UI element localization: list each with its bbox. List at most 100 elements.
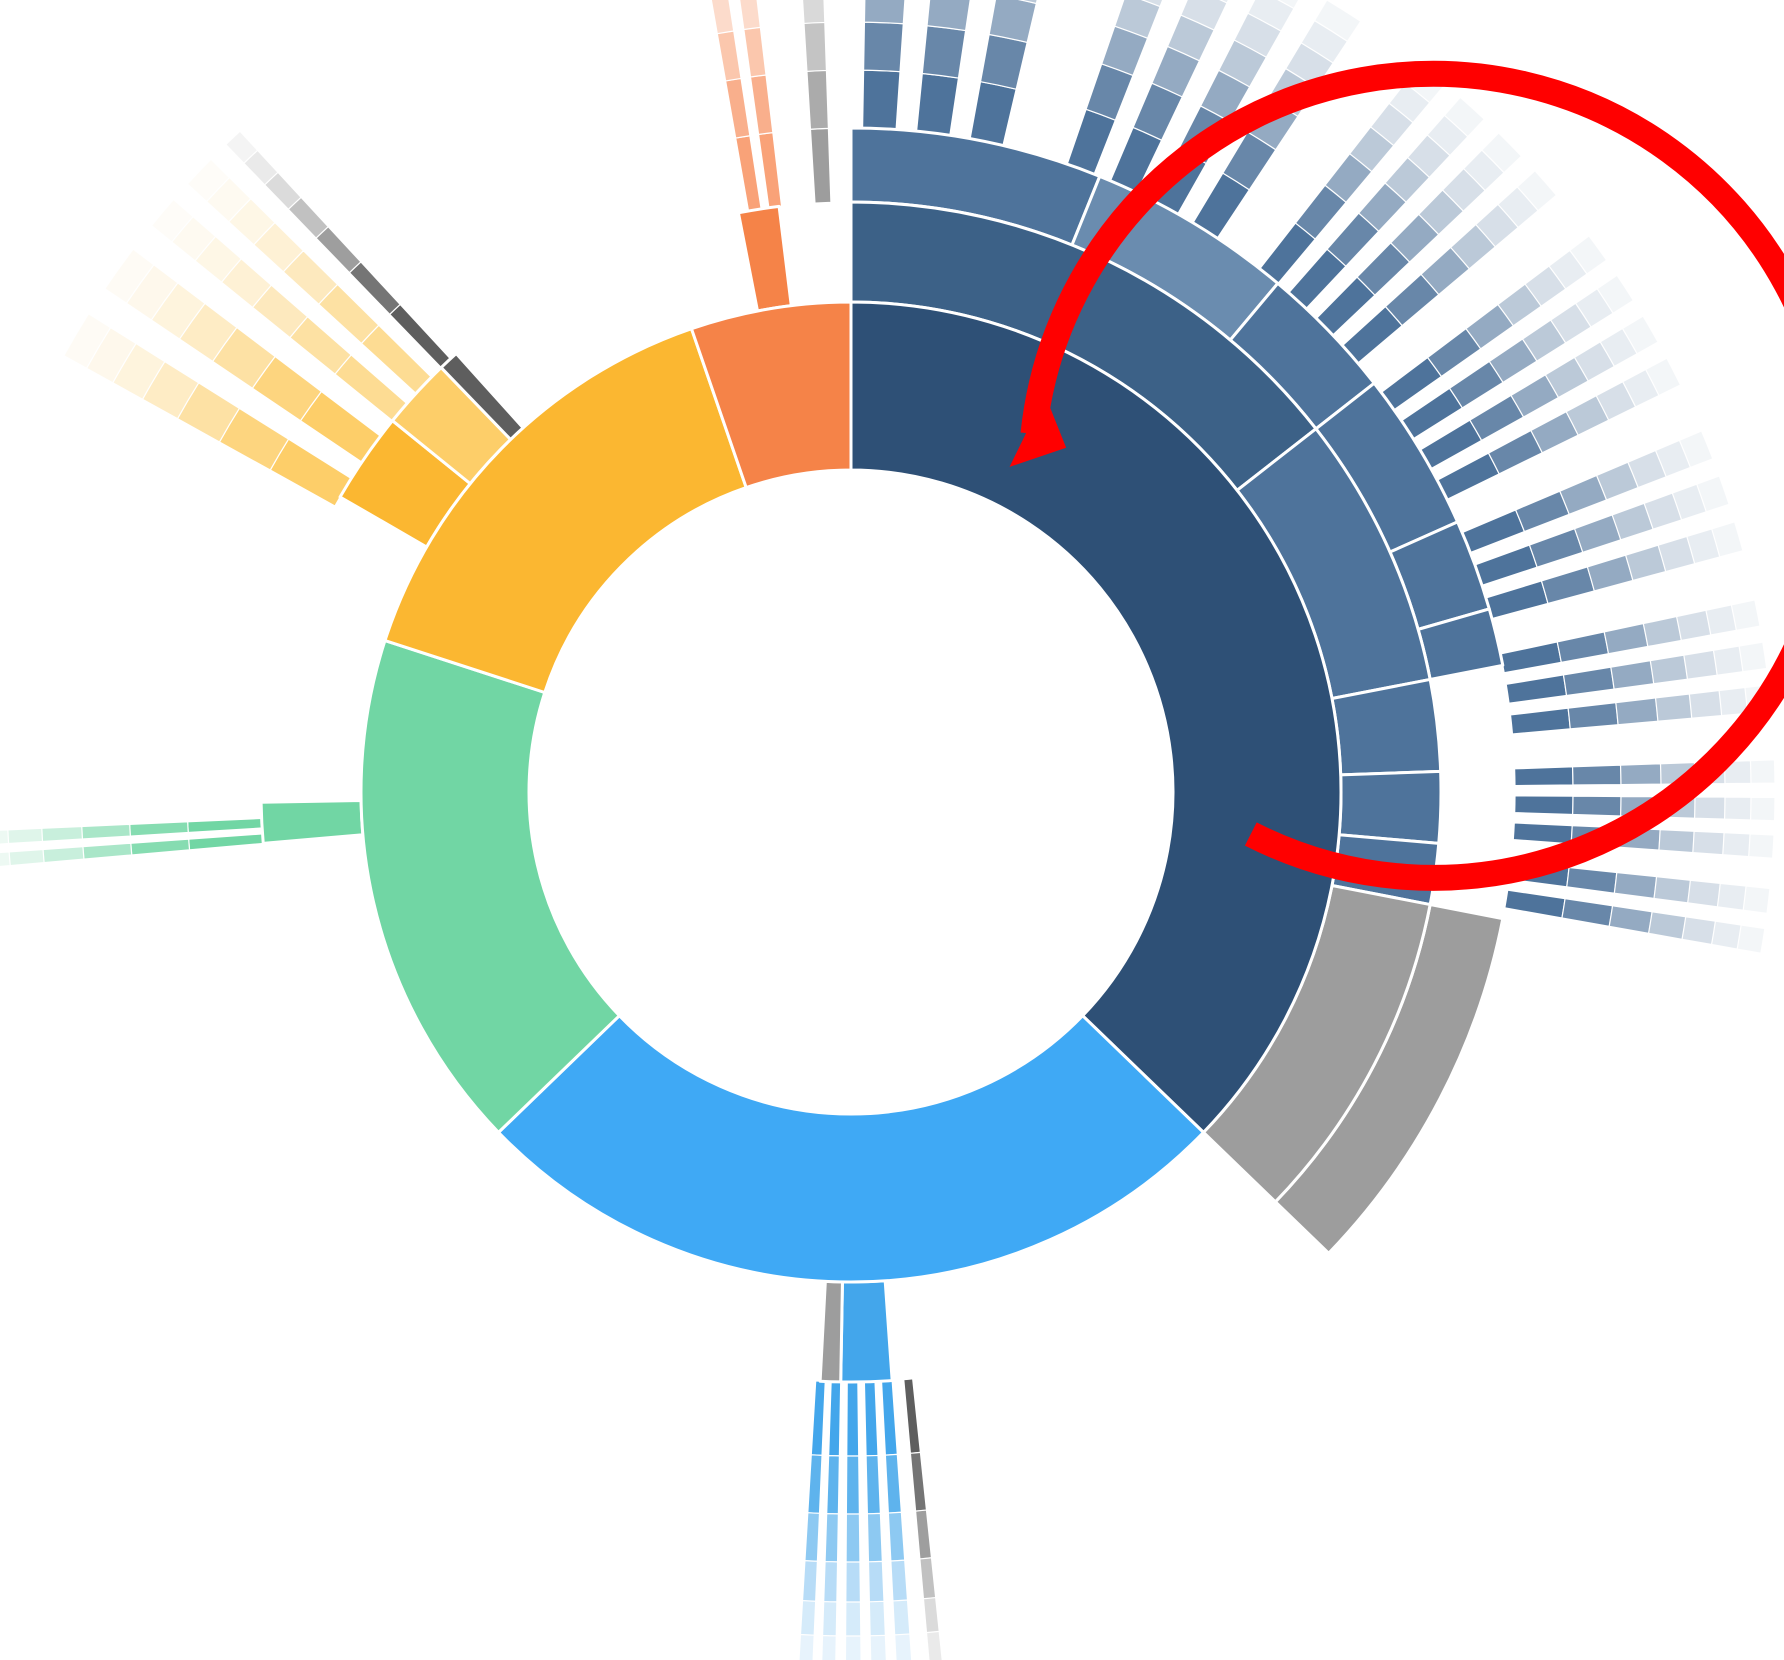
sunburst-spike-r6[interactable] bbox=[8, 848, 45, 867]
sunburst-spike-r5[interactable] bbox=[988, 0, 1038, 44]
sunburst-spike-r2[interactable] bbox=[880, 1379, 898, 1456]
sunburst-spike-r2[interactable] bbox=[735, 135, 762, 212]
sunburst-segment-lb-gray[interactable] bbox=[818, 1279, 844, 1384]
sunburst-spike-r4[interactable] bbox=[914, 1509, 933, 1560]
sunburst-spike-r8[interactable] bbox=[1705, 604, 1738, 636]
sunburst-spike-r4[interactable] bbox=[1528, 527, 1584, 568]
sunburst-spike-r7[interactable] bbox=[1681, 916, 1717, 946]
sunburst-spike-r5[interactable] bbox=[287, 196, 330, 239]
sunburst-spike-r4[interactable] bbox=[1567, 701, 1619, 730]
sunburst-spike-r5[interactable] bbox=[823, 1560, 839, 1603]
sunburst-segment-dark-blue-branch[interactable] bbox=[849, 300, 1343, 1134]
sunburst-spike-r2[interactable] bbox=[188, 833, 264, 851]
sunburst-spike-r7[interactable] bbox=[1693, 796, 1726, 820]
sunburst-spike-r4[interactable] bbox=[824, 1512, 840, 1563]
sunburst-spike-r6[interactable] bbox=[1611, 502, 1654, 541]
sunburst-spike-r8[interactable] bbox=[1723, 796, 1752, 821]
sunburst-spike-r6[interactable] bbox=[1166, 14, 1215, 62]
sunburst-spike-r6[interactable] bbox=[868, 1600, 886, 1637]
sunburst-spike-r7[interactable] bbox=[1692, 830, 1725, 856]
sunburst-spike-r7[interactable] bbox=[0, 829, 10, 846]
sunburst-spike-r4[interactable] bbox=[81, 823, 131, 840]
sunburst-spike-r7[interactable] bbox=[1627, 449, 1667, 489]
sunburst-spike-r3[interactable] bbox=[1499, 641, 1562, 674]
sunburst-spike-r7[interactable] bbox=[844, 1635, 862, 1660]
sunburst-spike-r4[interactable] bbox=[866, 1512, 883, 1563]
sunburst-spike-r5[interactable] bbox=[863, 0, 906, 25]
sunburst-spike-r8[interactable] bbox=[1621, 368, 1660, 408]
sunburst-spike-r5[interactable] bbox=[710, 0, 735, 35]
sunburst-spike-r5[interactable] bbox=[926, 0, 972, 32]
sunburst-spike-r5[interactable] bbox=[1324, 152, 1373, 204]
sunburst-spike-r4[interactable] bbox=[1556, 631, 1610, 664]
sunburst-spike-r6[interactable] bbox=[1521, 319, 1567, 362]
sunburst-spike-r6[interactable] bbox=[1658, 829, 1695, 854]
sunburst-spike-r8[interactable] bbox=[1462, 149, 1505, 192]
sunburst-spike-r5[interactable] bbox=[1610, 659, 1655, 690]
sunburst-spike-r9[interactable] bbox=[1742, 885, 1771, 915]
sunburst-spike-r7[interactable] bbox=[1406, 134, 1451, 179]
sunburst-spike-r7[interactable] bbox=[894, 1633, 913, 1660]
sunburst-spike-r3[interactable] bbox=[1509, 707, 1571, 735]
sunburst-spike-r7[interactable] bbox=[1126, 0, 1171, 8]
sunburst-spike-r7[interactable] bbox=[0, 851, 11, 868]
sunburst-spike-r3[interactable] bbox=[129, 821, 189, 837]
sunburst-spike-r9[interactable] bbox=[1443, 96, 1486, 138]
sunburst-spike-r7[interactable] bbox=[798, 1633, 815, 1660]
sunburst-spike-r5[interactable] bbox=[1389, 213, 1440, 263]
sunburst-spike-r4[interactable] bbox=[862, 21, 904, 73]
sunburst-spike-r6[interactable] bbox=[922, 1596, 940, 1634]
sunburst-spike-r3[interactable] bbox=[1514, 795, 1574, 816]
sunburst-spike-r6[interactable] bbox=[1497, 283, 1543, 327]
sunburst-spike-r8[interactable] bbox=[63, 312, 112, 370]
sunburst-spike-r4[interactable] bbox=[176, 381, 241, 443]
sunburst-spike-r9[interactable] bbox=[1738, 641, 1768, 673]
sunburst-spike-r5[interactable] bbox=[1465, 303, 1515, 350]
sunburst-segment-gr-a[interactable] bbox=[259, 799, 365, 845]
sunburst-spike-r2[interactable] bbox=[863, 1380, 879, 1457]
sunburst-spike-r6[interactable] bbox=[821, 1600, 838, 1637]
sunburst-spike-r5[interactable] bbox=[801, 1559, 819, 1602]
sunburst-spike-r6[interactable] bbox=[1544, 356, 1589, 399]
sunburst-spike-r6[interactable] bbox=[1417, 189, 1465, 236]
sunburst-spike-r6[interactable] bbox=[194, 235, 243, 284]
sunburst-spike-r4[interactable] bbox=[716, 30, 742, 82]
sunburst-spike-r5[interactable] bbox=[1510, 373, 1560, 418]
sunburst-spike-r7[interactable] bbox=[1474, 203, 1520, 248]
sunburst-spike-r4[interactable] bbox=[1572, 795, 1622, 817]
sunburst-spike-r6[interactable] bbox=[996, 0, 1044, 5]
sunburst-spike-r8[interactable] bbox=[104, 248, 155, 305]
sunburst-spike-r6[interactable] bbox=[1217, 39, 1268, 88]
sunburst-spike-r9[interactable] bbox=[1480, 132, 1523, 174]
sunburst-spike-r7[interactable] bbox=[1683, 649, 1718, 680]
sunburst-spike-r4[interactable] bbox=[887, 1511, 906, 1562]
sunburst-segment-or-a[interactable] bbox=[736, 204, 793, 313]
sunburst-spike-r7[interactable] bbox=[1687, 879, 1721, 908]
sunburst-spike-r5[interactable] bbox=[1615, 697, 1659, 726]
sunburst-spike-r4[interactable] bbox=[1566, 866, 1618, 894]
sunburst-spike-r9[interactable] bbox=[1596, 274, 1635, 315]
sunburst-spike-r2[interactable] bbox=[810, 1380, 826, 1456]
sunburst-spike-r5[interactable] bbox=[867, 1560, 885, 1603]
sunburst-spike-r9[interactable] bbox=[1748, 833, 1775, 859]
sunburst-spike-r5[interactable] bbox=[1586, 554, 1634, 592]
sunburst-spike-r3[interactable] bbox=[909, 1451, 928, 1512]
sunburst-spike-r5[interactable] bbox=[845, 1561, 862, 1603]
sunburst-spike-r9[interactable] bbox=[1644, 357, 1682, 397]
sunburst-segment-light-blue-branch[interactable] bbox=[497, 1014, 1205, 1284]
sunburst-spike-r8[interactable] bbox=[1426, 114, 1469, 157]
sunburst-spike-r3[interactable] bbox=[884, 1453, 903, 1514]
sunburst-spike-r8[interactable] bbox=[1192, 0, 1238, 4]
sunburst-spike-r2[interactable] bbox=[187, 817, 263, 834]
sunburst-spike-r4[interactable] bbox=[282, 249, 339, 306]
sunburst-segment-orange-branch[interactable] bbox=[689, 300, 853, 490]
sunburst-spike-r5[interactable] bbox=[1151, 45, 1201, 98]
sunburst-spike-r6[interactable] bbox=[1642, 615, 1682, 648]
sunburst-spike-r7[interactable] bbox=[1179, 0, 1228, 31]
sunburst-spike-r6[interactable] bbox=[263, 171, 302, 211]
sunburst-spike-r3[interactable] bbox=[865, 1454, 882, 1515]
sunburst-spike-r7[interactable] bbox=[1573, 341, 1616, 382]
sunburst-spike-r8[interactable] bbox=[1574, 287, 1614, 328]
sunburst-spike-r9[interactable] bbox=[1710, 521, 1744, 558]
sunburst-spike-r6[interactable] bbox=[799, 1599, 817, 1636]
